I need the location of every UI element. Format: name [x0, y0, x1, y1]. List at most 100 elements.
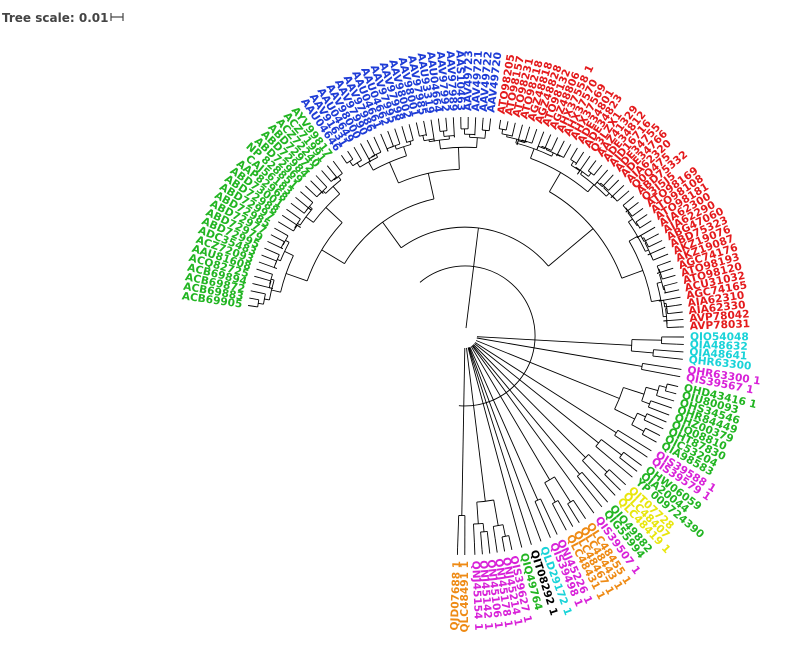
- tree-branch: [665, 253, 669, 256]
- leaf-label: QIA48632: [690, 339, 748, 353]
- tree-branch: [445, 117, 448, 131]
- leaf-label: QNJ45142 1: [477, 560, 495, 630]
- tree-branch: [443, 131, 445, 137]
- tree-branch: [469, 346, 539, 501]
- tree-branch: [639, 220, 652, 229]
- tree-branch: [570, 161, 574, 166]
- tree-branch: [264, 247, 274, 253]
- tree-branch-arc: [493, 524, 504, 527]
- tree-branch: [631, 350, 654, 354]
- tree-branch-arc: [596, 181, 603, 188]
- tree-branch: [641, 368, 674, 376]
- tree-branch: [641, 452, 648, 458]
- tree-branch: [438, 124, 441, 132]
- tree-branch-arc: [293, 224, 298, 232]
- tree-branch: [656, 281, 662, 284]
- tree-branch: [474, 117, 477, 136]
- tree-branch-arc: [294, 218, 301, 228]
- leaf-label: AAV49721: [470, 50, 485, 111]
- tree-branch: [675, 304, 682, 306]
- tree-branch: [351, 156, 354, 160]
- tree-branch: [373, 136, 380, 148]
- tree-branch: [332, 186, 341, 195]
- tree-branch: [563, 144, 571, 158]
- tree-branch: [664, 289, 680, 294]
- tree-branch: [474, 343, 599, 444]
- tree-branch: [554, 476, 571, 503]
- tree-branch: [581, 472, 609, 503]
- tree-branch: [277, 221, 292, 230]
- tree-branch: [375, 154, 379, 158]
- tree-branch: [551, 503, 557, 512]
- tree-branch: [635, 218, 642, 223]
- tree-branch: [587, 184, 595, 193]
- tree-branch: [326, 165, 338, 179]
- tree-branch: [532, 128, 538, 141]
- tree-scale-value: 0.01: [78, 11, 109, 25]
- tree-branch: [337, 176, 342, 181]
- tree-branch: [317, 176, 328, 188]
- tree-branch: [572, 499, 586, 520]
- tree-branch: [310, 180, 324, 194]
- tree-branch: [452, 117, 455, 138]
- tree-branch-arc: [480, 530, 488, 533]
- tree-branch: [401, 126, 408, 143]
- tree-branch: [291, 212, 301, 220]
- tree-branch: [660, 396, 675, 402]
- tree-branch: [285, 240, 290, 243]
- tree-branch: [501, 536, 504, 545]
- tree-branch: [315, 175, 318, 178]
- tree-branch: [621, 467, 633, 478]
- tree-branch: [659, 385, 667, 388]
- tree-branch: [309, 206, 313, 210]
- tree-branch: [642, 237, 645, 239]
- tree-branch: [274, 227, 282, 233]
- tree-branch-arc: [665, 308, 668, 325]
- tree-branch: [577, 170, 581, 175]
- tree-branch: [648, 245, 652, 248]
- tree-branch: [476, 502, 479, 524]
- leaf-label: AVP78042: [689, 308, 750, 324]
- tree-branch: [502, 524, 506, 537]
- tree-branch: [341, 154, 348, 164]
- tree-branch: [458, 147, 460, 170]
- leaf-label: AAV97992: [434, 51, 451, 113]
- tree-branch: [654, 233, 659, 237]
- tree-branch: [256, 268, 269, 274]
- tree-branch: [368, 144, 376, 156]
- tree-branch: [552, 137, 559, 147]
- tree-branch: [409, 141, 412, 145]
- tree-branch: [471, 345, 595, 514]
- tree-branch-arc: [641, 427, 646, 435]
- tree-branch: [662, 275, 675, 280]
- tree-branch: [669, 350, 684, 353]
- tree-branch-arc: [641, 387, 647, 402]
- tree-branch: [610, 179, 620, 189]
- tree-branch: [465, 227, 479, 329]
- tree-branch: [480, 531, 483, 550]
- tree-branch: [645, 427, 658, 435]
- tree-branch: [438, 140, 441, 149]
- tree-branch: [549, 134, 552, 138]
- tree-branch: [645, 386, 659, 392]
- tree-branch: [556, 140, 565, 157]
- tree-branch: [305, 185, 314, 194]
- tree-branch: [665, 390, 670, 393]
- tree-branch: [300, 191, 304, 195]
- tree-branch: [360, 159, 362, 161]
- tree-branch: [481, 119, 484, 131]
- tree-branch: [249, 297, 257, 300]
- tree-branch: [570, 154, 574, 160]
- leaf-label: AAV49723: [462, 50, 475, 111]
- tree-branch-arc: [663, 285, 666, 293]
- tree-branch: [657, 433, 661, 436]
- tree-branch-arc: [567, 499, 574, 505]
- tree-branch: [300, 210, 305, 214]
- leaf-label: QJD07688 1: [449, 561, 463, 631]
- tree-branch: [548, 228, 594, 267]
- tree-branch: [308, 207, 312, 211]
- tree-branch-arc: [603, 187, 616, 200]
- tree-branch-arc: [663, 300, 666, 308]
- tree-branch: [467, 347, 523, 548]
- tree-branch: [258, 261, 277, 269]
